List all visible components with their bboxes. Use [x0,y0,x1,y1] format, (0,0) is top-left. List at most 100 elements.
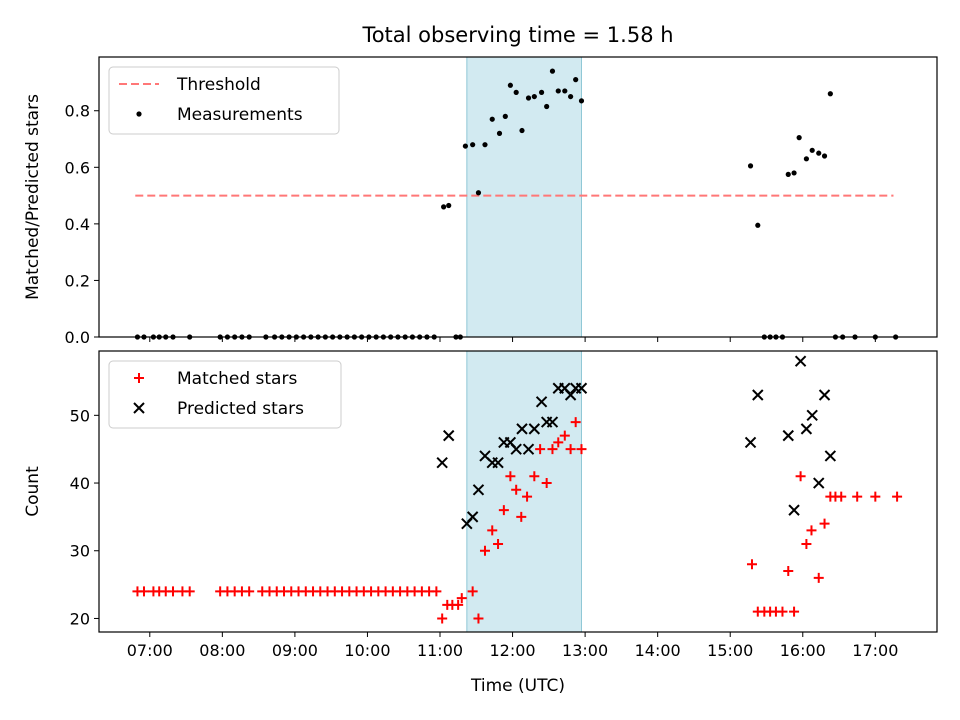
predicted-star-point [528,423,541,435]
matched-star-point [467,586,478,597]
matched-star-point [184,586,195,597]
matched-star-point [473,613,484,624]
plot-frame [98,350,938,633]
measurement-point [544,103,550,110]
matched-star-point [431,586,442,597]
matched-star-point [547,444,558,455]
highlight-span [466,350,582,633]
matched-star-point [168,586,179,597]
legend-predicted-swatch [133,402,145,414]
measurement-point [555,88,561,94]
measurement-point [821,153,828,159]
predicted-star-point [492,457,504,469]
predicted-star-point [564,389,577,401]
measurement-point [827,91,833,97]
matched-star-point [892,491,903,502]
x-tick-label: 13:00 [562,641,608,660]
predicted-star-point [782,429,794,442]
matched-star-point [505,471,516,482]
x-tick-label: 12:00 [490,641,536,660]
measurement-point [796,135,802,141]
measurement-point [755,222,761,228]
y-tick-label: 0.0 [65,328,90,347]
matched-star-point [516,511,527,522]
chart-title: Total observing time = 1.58 h [361,23,673,47]
measurement-point [568,93,574,100]
matched-star-point [795,471,806,482]
y-tick-label: 30 [70,542,90,561]
measurement-point [549,68,556,74]
matched-star-point [746,559,757,570]
matched-star-point [522,491,533,502]
x-tick-label: 17:00 [852,641,898,660]
y-tick-label: 0.2 [65,271,90,290]
predicted-star-point [546,416,559,428]
measurement-point [816,150,822,156]
predicted-star-point [535,396,548,408]
y-tick-label: 20 [70,609,90,628]
matched-star-point [138,586,149,597]
predicted-star-point [436,457,448,469]
measurement-point [785,171,791,177]
matched-star-point [777,606,788,617]
matched-star-point [456,593,467,604]
y-tick-label: 0.4 [65,215,90,234]
measurement-point [747,163,754,169]
measurement-point [562,88,568,94]
matched-star-point [813,572,824,583]
measurement-point [482,142,488,148]
predicted-star-point [744,436,757,449]
legend-label: Threshold [176,75,261,95]
x-tick-label: 10:00 [344,641,390,660]
predicted-star-point [824,450,837,462]
bottom-panel: 07:00 08:00 09:00 10:00 11:00 12:00 13:00 14:00… [23,350,938,660]
predicted-star-point [794,355,807,367]
x-tick-label: 09:00 [272,641,318,660]
matched-star-point [852,491,863,502]
measurement-point [809,147,815,153]
matched-star-point [479,545,490,556]
measurement-point [525,95,532,101]
x-tick-label: 16:00 [780,641,826,660]
matched-star-point [244,586,255,597]
y-tick-label: 0.6 [65,158,90,177]
matched-star-point [783,566,794,577]
matched-star-point [570,417,581,428]
y-tick-label: 0.8 [65,102,90,121]
measurement-point [462,143,468,149]
matched-star-point [535,444,546,455]
predicted-star-point [813,477,825,489]
x-tick-label: 07:00 [127,641,173,660]
measurement-point [573,77,579,83]
legend-box [108,66,340,135]
y-tick-label: 50 [70,406,90,425]
x-tick-label: 14:00 [635,641,681,660]
matched-star-point [836,491,847,502]
predicted-star-point [510,443,522,455]
measurement-point [470,142,476,148]
matched-star-point [559,430,570,441]
measurement-point [496,130,503,136]
matched-star-point [493,538,504,549]
measurement-point [531,93,537,100]
measurement-point [519,127,525,134]
matched-star-point [801,538,812,549]
predicted-star-point [472,484,485,496]
matched-star-point [819,518,830,529]
predicted-star-point [788,504,800,516]
legend-matched-swatch [134,373,144,383]
matched-star-point [565,444,576,455]
plot-frame [98,56,938,338]
x-tick-label: 15:00 [707,641,753,660]
x-axis-label: Time (UTC) [470,676,565,696]
matched-star-point [511,484,522,495]
predicted-star-point [800,423,813,435]
legend-label: Measurements [177,105,303,125]
measurement-point [538,89,545,95]
measurement-point [791,170,797,176]
predicted-star-point [818,389,831,401]
predicted-star-point [516,423,528,435]
predicted-star-point [443,429,455,442]
matched-star-point [553,437,564,448]
